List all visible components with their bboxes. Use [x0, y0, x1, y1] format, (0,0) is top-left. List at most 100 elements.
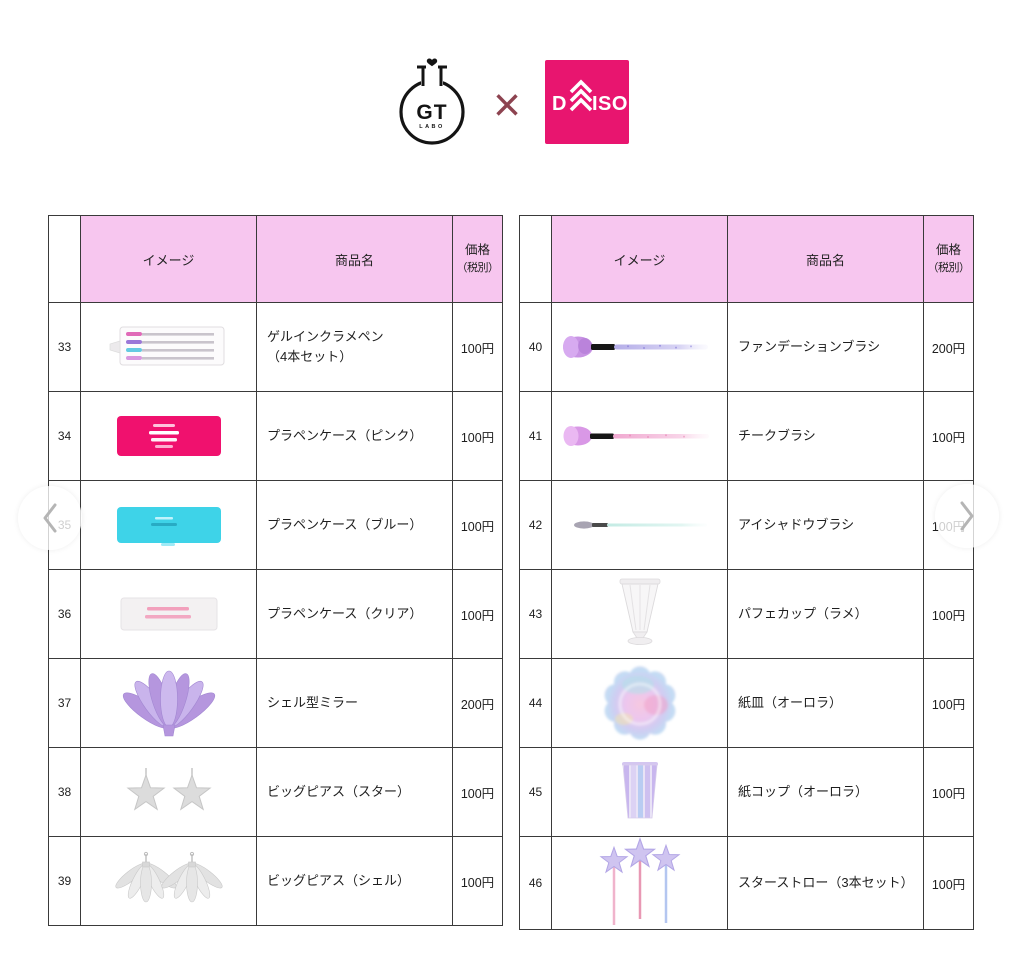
- daiso-logo-d: D: [552, 93, 566, 115]
- product-image-cell: [80, 836, 257, 926]
- product-price: 100円: [923, 658, 974, 748]
- row-number: 45: [519, 747, 552, 837]
- product-price: 100円: [452, 302, 503, 392]
- product-price: 100円: [923, 836, 974, 930]
- product-name: プラペンケース（ピンク）: [267, 427, 423, 443]
- row-number: 38: [48, 747, 81, 837]
- heart-icon: [426, 58, 438, 66]
- product-price: 100円: [452, 747, 503, 837]
- product-name: プラペンケース（クリア）: [267, 605, 423, 621]
- column-header-image: イメージ: [80, 215, 257, 303]
- table-row: 33 ゲルインクラメペン （4本セット） 100円: [48, 302, 503, 392]
- column-header-image: イメージ: [551, 215, 728, 303]
- price-header-line2: （税別）: [927, 262, 971, 275]
- product-name-cell: スターストロー（3本セット）: [727, 836, 924, 930]
- product-price: 200円: [923, 302, 974, 392]
- pen-case-pink-icon: [109, 410, 229, 462]
- product-image-cell: [80, 747, 257, 837]
- brand-header: GT LABO × D ISO: [0, 56, 1024, 152]
- product-image-cell: [80, 569, 257, 659]
- product-name-cell: 紙皿（オーロラ）: [727, 658, 924, 748]
- product-name: ゲルインクラメペン: [267, 328, 384, 344]
- price-header-line1: 価格: [935, 243, 961, 258]
- row-number: 37: [48, 658, 81, 748]
- row-number: 36: [48, 569, 81, 659]
- row-number: 39: [48, 836, 81, 926]
- row-number: 46: [519, 836, 552, 930]
- product-name-cell: プラペンケース（ブルー）: [256, 480, 453, 570]
- column-header-number: [519, 215, 552, 303]
- product-image-cell: [551, 480, 728, 570]
- chevron-right-icon: [960, 501, 974, 531]
- product-price: 100円: [452, 480, 503, 570]
- carousel-prev-button[interactable]: [18, 486, 82, 550]
- row-number: 34: [48, 391, 81, 481]
- product-name: 紙皿（オーロラ）: [738, 694, 843, 710]
- product-table-right: イメージ 商品名 価格 （税別） 40 ファンデーションブラシ 200円 41 チークブラシ 10…: [519, 215, 974, 930]
- price-header-line1: 価格: [464, 243, 490, 258]
- table-row: 40 ファンデーションブラシ 200円: [519, 302, 974, 392]
- product-name-cell: チークブラシ: [727, 391, 924, 481]
- row-number: 40: [519, 302, 552, 392]
- carousel-next-button[interactable]: [935, 484, 999, 548]
- paper-cup-aurora-icon: [608, 756, 672, 828]
- product-name: ビッグピアス（シェル）: [267, 872, 411, 888]
- product-tables: イメージ 商品名 価格 （税別） 33 ゲルインクラメペン （4本セット） 100円 34 プラペ…: [48, 215, 974, 930]
- table-row: 35プラペンケース（ブルー）100円: [48, 480, 503, 570]
- product-name: パフェカップ（ラメ）: [738, 605, 868, 621]
- gel-pen-set-icon: [104, 321, 234, 373]
- row-number: 41: [519, 391, 552, 481]
- shell-mirror-icon: [121, 665, 217, 741]
- row-number: 42: [519, 480, 552, 570]
- shell-earrings-icon: [104, 850, 234, 912]
- product-price: 100円: [452, 836, 503, 926]
- product-image-cell: [80, 302, 257, 392]
- price-table-right: イメージ 商品名 価格 （税別） 40 ファンデーションブラシ 200円 41 チークブラシ 10…: [519, 215, 974, 930]
- product-name-cell: ビッグピアス（スター）: [256, 747, 453, 837]
- product-image-cell: [551, 569, 728, 659]
- column-header-name: 商品名: [727, 215, 924, 303]
- product-price: 100円: [923, 391, 974, 481]
- product-name: ビッグピアス（スター）: [267, 783, 411, 799]
- header-row: イメージ 商品名 価格 （税別）: [48, 215, 503, 303]
- product-price: 100円: [452, 569, 503, 659]
- table-row: 44 紙皿（オーロラ） 100円: [519, 658, 974, 748]
- product-name: シェル型ミラー: [267, 694, 359, 710]
- price-table-left: イメージ 商品名 価格 （税別） 33 ゲルインクラメペン （4本セット） 100円 34 プラペ…: [48, 215, 503, 926]
- star-earrings-icon: [104, 763, 234, 821]
- table-row: 43 パフェカップ（ラメ） 100円: [519, 569, 974, 659]
- table-row: 45 紙コップ（オーロラ） 100円: [519, 747, 974, 837]
- table-row: 46 スターストロー（3本セット） 100円: [519, 836, 974, 930]
- pen-case-clear-icon: [109, 588, 229, 640]
- daiso-logo: D ISO: [545, 59, 630, 149]
- product-image-cell: [80, 480, 257, 570]
- eyeshadow-brush-icon: [558, 510, 722, 540]
- product-name: ファンデーションブラシ: [738, 338, 881, 354]
- gt-logo-initials: GT: [416, 101, 447, 124]
- product-name: アイシャドウブラシ: [738, 516, 855, 532]
- product-price: 200円: [452, 658, 503, 748]
- parfait-cup-icon: [605, 574, 675, 654]
- gt-labo-logo: GT LABO: [395, 56, 469, 153]
- product-name-cell: ビッグピアス（シェル）: [256, 836, 453, 926]
- product-name-cell: プラペンケース（ピンク）: [256, 391, 453, 481]
- product-name-cell: ファンデーションブラシ: [727, 302, 924, 392]
- product-image-cell: [551, 836, 728, 930]
- paper-plate-aurora-icon: [600, 663, 680, 743]
- product-image-cell: [551, 391, 728, 481]
- daiso-logo-iso: ISO: [592, 93, 628, 115]
- product-image-cell: [551, 747, 728, 837]
- product-name-cell: プラペンケース（クリア）: [256, 569, 453, 659]
- column-header-price: 価格 （税別）: [452, 215, 503, 303]
- row-number: 44: [519, 658, 552, 748]
- product-image-cell: [80, 391, 257, 481]
- product-image-cell: [80, 658, 257, 748]
- table-row: 37 シェル型ミラー 200円: [48, 658, 503, 748]
- product-name-cell: パフェカップ（ラメ）: [727, 569, 924, 659]
- price-header-line2: （税別）: [456, 262, 500, 275]
- product-name-cell: シェル型ミラー: [256, 658, 453, 748]
- table-row: 38 ビッグピアス（スター） 100円: [48, 747, 503, 837]
- product-name-cell: 紙コップ（オーロラ）: [727, 747, 924, 837]
- foundation-brush-icon: [558, 325, 722, 369]
- table-row: 41 チークブラシ 100円: [519, 391, 974, 481]
